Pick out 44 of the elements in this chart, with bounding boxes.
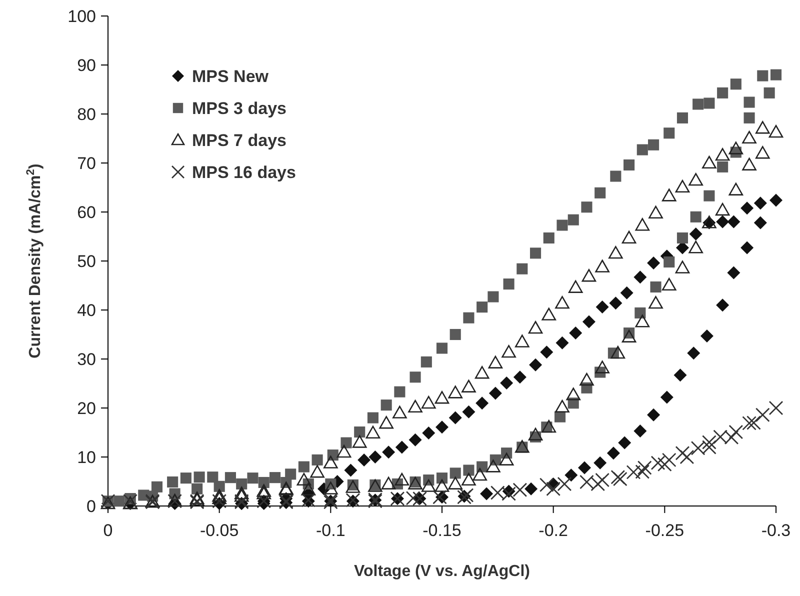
point — [742, 416, 756, 430]
point — [212, 494, 227, 508]
point — [650, 456, 666, 470]
point — [702, 435, 716, 450]
legend-label: MPS 7 days — [192, 130, 286, 150]
point — [637, 460, 652, 475]
y-tick-label: 90 — [77, 56, 96, 75]
y-tick-label: 20 — [77, 398, 96, 418]
point — [539, 478, 554, 492]
point — [626, 464, 641, 480]
point — [755, 408, 770, 422]
y-tick-label: 100 — [68, 6, 96, 26]
x-axis-title: Voltage (V vs. Ag/AgCl) — [354, 563, 530, 580]
x-tick-label: -0.05 — [200, 521, 239, 540]
point — [635, 464, 650, 479]
x-tick-label: -0.15 — [422, 521, 462, 540]
y-tick-label: 70 — [77, 154, 96, 173]
legend-label: MPS 16 days — [192, 162, 296, 182]
point — [557, 476, 572, 492]
y-tick-label: 50 — [77, 252, 96, 271]
point — [512, 482, 528, 498]
point — [662, 452, 676, 468]
point — [746, 416, 761, 430]
legend-label: MPS New — [192, 66, 270, 86]
point — [432, 490, 447, 504]
point — [675, 446, 690, 460]
x-tick-label: 0 — [103, 521, 113, 540]
point — [657, 457, 672, 472]
x-tick-label: -0.3 — [761, 521, 791, 540]
point — [459, 488, 474, 502]
y-tick-label: 0 — [86, 496, 96, 516]
point — [768, 400, 784, 416]
y-tick-label: 40 — [77, 300, 96, 320]
y-tick-label: 10 — [77, 448, 96, 467]
point — [728, 424, 744, 440]
point — [546, 482, 561, 496]
y-tick-label: 30 — [77, 350, 96, 369]
x-tick-label: -0.1 — [316, 521, 346, 540]
y-tick-label: 60 — [77, 202, 96, 222]
legend-label: MPS 3 days — [192, 98, 286, 118]
x-tick-label: -0.25 — [645, 521, 684, 540]
point — [680, 450, 694, 464]
x-tick-label: -0.2 — [538, 521, 568, 540]
y-tick-label: 80 — [77, 104, 96, 124]
